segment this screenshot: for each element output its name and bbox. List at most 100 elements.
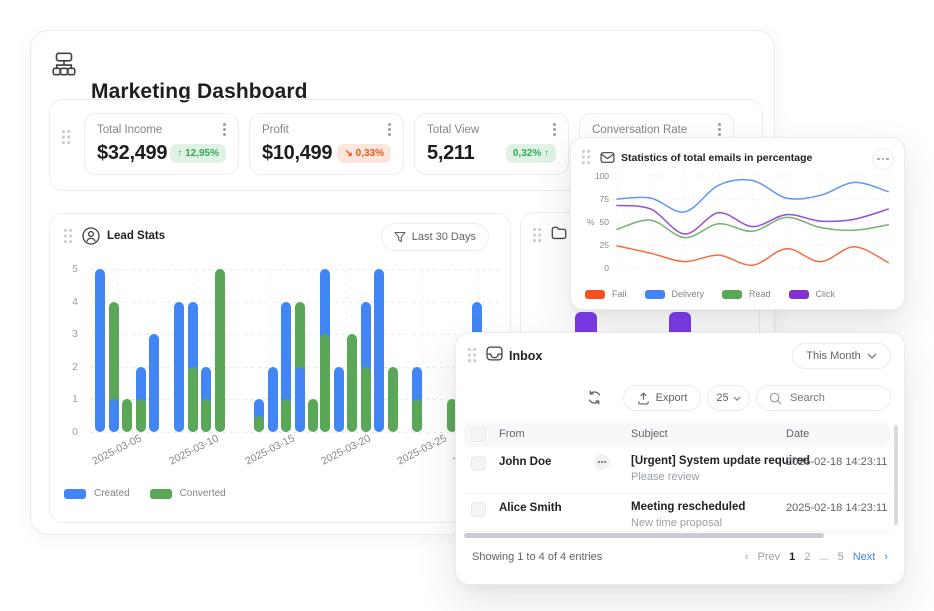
period-dropdown[interactable]: This Month (792, 343, 891, 369)
prev-button[interactable]: Prev (758, 551, 781, 563)
chevron-down-icon (867, 353, 877, 359)
page-size-dropdown[interactable]: 25 (707, 385, 750, 411)
drag-handle-icon[interactable] (582, 150, 591, 165)
inbox-title: Inbox (509, 349, 542, 363)
stat-card-value: 5,211 (427, 142, 474, 165)
next-arrow[interactable]: › (884, 551, 888, 563)
y-axis-unit-label: % (587, 217, 595, 227)
drag-handle-icon[interactable] (62, 130, 71, 145)
bar-segment (201, 399, 211, 432)
select-all-checkbox[interactable] (471, 427, 486, 442)
row-menu-button[interactable] (594, 454, 610, 470)
bar-segment (109, 399, 119, 432)
stat-card-header: Profit (262, 124, 391, 136)
page-number[interactable]: 5 (838, 551, 844, 563)
y-tick-label: 25 (600, 240, 610, 250)
prev-arrow[interactable]: ‹ (745, 551, 749, 563)
export-button[interactable]: Export (623, 385, 701, 411)
bar-segment (188, 367, 198, 432)
export-icon (637, 392, 650, 405)
kebab-menu-icon[interactable] (553, 128, 556, 131)
y-tick-label: 75 (600, 194, 610, 204)
export-label: Export (656, 392, 688, 404)
cell-preview: New time proposal (631, 517, 722, 529)
stat-card-header: Conversation Rate (592, 124, 721, 136)
y-tick-label: 50 (600, 217, 610, 227)
next-button[interactable]: Next (853, 551, 876, 563)
stat-card-title: Total View (427, 124, 479, 136)
y-tick-label: 100 (595, 171, 609, 181)
trend-badge: ↘ 0,33% (337, 144, 391, 163)
bar-segment (215, 269, 225, 432)
stat-card-title: Total Income (97, 124, 162, 136)
stat-card-header: Total View (427, 124, 556, 136)
page-number[interactable]: ... (819, 551, 828, 563)
refresh-button[interactable] (587, 390, 602, 405)
drag-handle-icon[interactable] (533, 228, 542, 243)
legend-swatch (789, 290, 809, 299)
legend-swatch (585, 290, 605, 299)
filter-label: Last 30 Days (412, 231, 476, 243)
x-tick-label: 2025-03-25 (391, 430, 453, 470)
legend-item: Fail (585, 289, 627, 299)
vertical-scrollbar[interactable] (894, 425, 898, 525)
kebab-menu-icon[interactable] (388, 128, 391, 131)
page-number[interactable]: 1 (789, 551, 795, 563)
table-row[interactable]: John Doe[Urgent] System update requiredP… (464, 447, 890, 494)
leads-icon (81, 226, 101, 246)
drag-handle-icon[interactable] (64, 229, 73, 244)
row-checkbox[interactable] (471, 456, 486, 471)
cell-subject: [Urgent] System update required (631, 455, 810, 467)
cell-subject: Meeting rescheduled (631, 501, 745, 513)
legend-label: Fail (612, 289, 627, 299)
stat-card-value: $10,499 (262, 142, 332, 165)
bar-segment (281, 399, 291, 432)
legend-label: Click (816, 289, 836, 299)
email-line-chart: 0255075100% (583, 168, 894, 283)
cell-date: 2025-02-18 14:23:11 (786, 502, 887, 514)
legend-label: Created (94, 488, 130, 499)
pagination: ‹ Prev 12... 5 Next › (745, 551, 888, 563)
stat-card-title: Conversation Rate (592, 124, 687, 136)
search-icon (769, 392, 782, 405)
legend-swatch (645, 290, 665, 299)
x-tick-label: 2025-03-15 (239, 430, 301, 470)
stat-card: Profit $10,499 ↘ 0,33% (249, 113, 404, 175)
search-box[interactable] (756, 385, 891, 411)
horizontal-scrollbar[interactable] (464, 533, 824, 538)
bar-segment (347, 334, 357, 432)
y-tick-label: 1 (56, 393, 78, 405)
inbox-panel: Inbox This Month Export 25 (455, 332, 905, 585)
y-tick-label: 5 (56, 263, 78, 275)
funnel-icon (394, 231, 406, 243)
legend-label: Converted (180, 488, 226, 499)
legend-item: Read (722, 289, 771, 299)
y-tick-label: 3 (56, 328, 78, 340)
envelope-icon (600, 151, 615, 164)
filter-last-30-days-button[interactable]: Last 30 Days (382, 224, 488, 250)
bar-segment (136, 399, 146, 432)
email-chart-svg: 0255075100% (583, 168, 894, 278)
bar-segment (122, 399, 132, 432)
stat-card-value-row: $32,499↑ 12,95% (97, 142, 226, 165)
search-input[interactable] (788, 391, 882, 405)
kebab-menu-icon[interactable] (718, 128, 721, 131)
trend-badge: ↑ 12,95% (170, 144, 226, 163)
lead-stats-title: Lead Stats (107, 230, 165, 242)
kebab-menu-icon[interactable] (223, 128, 226, 131)
bar-segment (174, 302, 184, 432)
column-header: From (499, 428, 525, 440)
drag-handle-icon[interactable] (468, 348, 477, 363)
table-row[interactable]: Alice SmithMeeting rescheduledNew time p… (464, 493, 890, 532)
ellipsis-icon (601, 461, 603, 463)
stat-card-header: Total Income (97, 124, 226, 136)
page-number[interactable]: 2 (804, 551, 810, 563)
ellipsis-icon (882, 158, 885, 161)
more-menu-button[interactable] (872, 148, 894, 170)
row-checkbox[interactable] (471, 502, 486, 517)
legend-label: Delivery (672, 289, 705, 299)
legend-item: Converted (150, 488, 226, 499)
cell-preview: Please review (631, 471, 699, 483)
stat-card: Total View5,2110,32% ↑ (414, 113, 569, 175)
bar-segment (320, 334, 330, 432)
